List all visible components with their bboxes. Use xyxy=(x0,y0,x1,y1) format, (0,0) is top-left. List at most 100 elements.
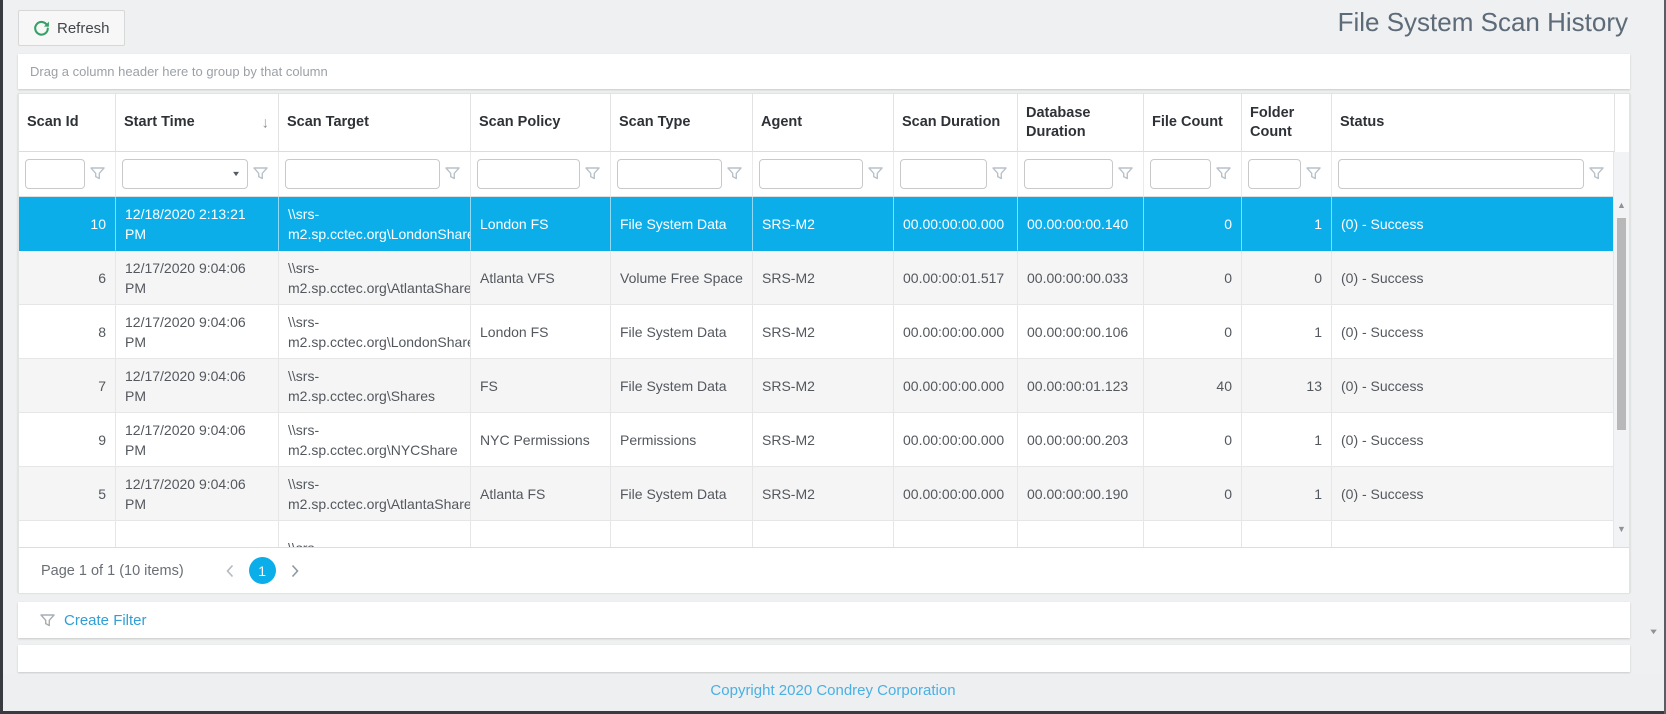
column-header-folder_count[interactable]: Folder Count xyxy=(1242,94,1332,152)
table-row[interactable]: 912/17/2020 9:04:06 PM\\srs- m2.sp.cctec… xyxy=(19,413,1615,467)
cell-scan_id: 6 xyxy=(19,251,116,305)
grid-body-table: 1012/18/2020 2:13:21 PM\\srs- m2.sp.ccte… xyxy=(19,197,1615,547)
cell-scan_type: Permissions xyxy=(611,413,753,467)
filter-cell-folder_count xyxy=(1242,152,1332,197)
refresh-icon xyxy=(33,20,50,37)
filter-input-database_duration[interactable] xyxy=(1024,159,1113,189)
cell-scan_id: 7 xyxy=(19,359,116,413)
filter-funnel-icon[interactable] xyxy=(248,164,272,185)
filter-input-scan_type[interactable] xyxy=(617,159,722,189)
grid-vertical-scrollbar[interactable]: ▲ ▼ xyxy=(1613,152,1629,547)
column-header-status[interactable]: Status xyxy=(1332,94,1615,152)
cell-agent: SRS-M2 xyxy=(753,197,894,251)
table-row-selected[interactable]: 1012/18/2020 2:13:21 PM\\srs- m2.sp.ccte… xyxy=(19,197,1615,251)
window-border-left xyxy=(0,0,3,714)
filter-funnel-icon[interactable] xyxy=(1113,164,1137,185)
cell-scan_type: File System Data xyxy=(611,359,753,413)
cell-database_duration: 00.00:00:00.203 xyxy=(1018,413,1144,467)
pager-prev-button[interactable] xyxy=(216,563,244,579)
cell-scan_id: 8 xyxy=(19,305,116,359)
cell-database_duration: 00.00:00:00.140 xyxy=(1018,197,1144,251)
column-header-scan_id[interactable]: Scan Id xyxy=(19,94,116,152)
sort-descending-icon: ↓ xyxy=(262,113,270,132)
cell-scan_duration xyxy=(894,521,1018,547)
filter-input-scan_policy[interactable] xyxy=(477,159,580,189)
pager-next-button[interactable] xyxy=(281,563,309,579)
filter-input-folder_count[interactable] xyxy=(1248,159,1301,189)
filter-cell-scan_policy xyxy=(471,152,611,197)
table-row[interactable]: 712/17/2020 9:04:06 PM\\srs- m2.sp.cctec… xyxy=(19,359,1615,413)
filter-funnel-icon[interactable] xyxy=(987,164,1011,185)
filter-input-status[interactable] xyxy=(1338,159,1584,189)
cell-agent xyxy=(753,521,894,547)
column-header-label: File Count xyxy=(1152,114,1223,130)
filter-funnel-icon[interactable] xyxy=(1211,164,1235,185)
cell-folder_count: 1 xyxy=(1242,305,1332,359)
column-header-label: Scan Type xyxy=(619,114,690,130)
filter-input-start_time[interactable] xyxy=(122,159,248,189)
table-row[interactable]: 812/17/2020 9:04:06 PM\\srs- m2.sp.cctec… xyxy=(19,305,1615,359)
cell-status: (0) - Success xyxy=(1332,467,1615,521)
create-filter-link[interactable]: Create Filter xyxy=(64,612,147,629)
table-row[interactable]: 512/17/2020 9:04:06 PM\\srs- m2.sp.cctec… xyxy=(19,467,1615,521)
cell-start_time: 12/17/2020 9:04:06 PM xyxy=(116,305,279,359)
cell-scan_duration: 00.00:00:00.000 xyxy=(894,305,1018,359)
column-header-scan_policy[interactable]: Scan Policy xyxy=(471,94,611,152)
create-filter-bar: Create Filter xyxy=(18,602,1630,638)
column-header-label: Database Duration xyxy=(1026,105,1090,140)
filter-input-agent[interactable] xyxy=(759,159,863,189)
grid-header: Scan Id Start Time ↓ Scan Target Scan Policy… xyxy=(19,94,1629,197)
cell-file_count: 0 xyxy=(1144,197,1242,251)
cell-scan_id: 5 xyxy=(19,467,116,521)
table-row[interactable]: \\srs- xyxy=(19,521,1615,547)
scrollbar-up-arrow-icon[interactable]: ▲ xyxy=(1614,200,1629,210)
cell-scan_id: 9 xyxy=(19,413,116,467)
filter-funnel-icon[interactable] xyxy=(580,164,604,185)
column-header-scan_target[interactable]: Scan Target xyxy=(279,94,471,152)
scan-history-grid: Scan Id Start Time ↓ Scan Target Scan Policy… xyxy=(18,93,1630,592)
filter-input-file_count[interactable] xyxy=(1150,159,1211,189)
cell-scan_type: File System Data xyxy=(611,467,753,521)
filter-cell-scan_target xyxy=(279,152,471,197)
cell-agent: SRS-M2 xyxy=(753,467,894,521)
pager-page-1-button[interactable]: 1 xyxy=(249,557,276,584)
column-header-label: Scan Target xyxy=(287,114,369,130)
chevron-down-icon[interactable]: ▼ xyxy=(231,170,241,178)
cell-scan_duration: 00.00:00:00.000 xyxy=(894,467,1018,521)
filter-funnel-icon[interactable] xyxy=(1301,164,1325,185)
column-header-scan_type[interactable]: Scan Type xyxy=(611,94,753,152)
column-header-start_time[interactable]: Start Time ↓ xyxy=(116,94,279,152)
page-scroll-down-arrow-icon[interactable]: ▼ xyxy=(1648,628,1659,636)
chevron-right-icon xyxy=(290,563,300,579)
cell-start_time: 12/17/2020 9:04:06 PM xyxy=(116,467,279,521)
cell-status: (0) - Success xyxy=(1332,251,1615,305)
filter-funnel-icon[interactable] xyxy=(440,164,464,185)
group-panel[interactable]: Drag a column header here to group by th… xyxy=(18,54,1630,89)
column-header-database_duration[interactable]: Database Duration xyxy=(1018,94,1144,152)
column-header-agent[interactable]: Agent xyxy=(753,94,894,152)
column-header-scan_duration[interactable]: Scan Duration xyxy=(894,94,1018,152)
scrollbar-down-arrow-icon[interactable]: ▼ xyxy=(1614,524,1629,534)
filter-funnel-icon[interactable] xyxy=(1584,164,1608,185)
cell-status: (0) - Success xyxy=(1332,359,1615,413)
cell-database_duration: 00.00:00:01.123 xyxy=(1018,359,1144,413)
filter-funnel-icon[interactable] xyxy=(863,164,887,185)
cell-file_count: 0 xyxy=(1144,467,1242,521)
filter-funnel-icon[interactable] xyxy=(85,164,109,185)
cell-database_duration: 00.00:00:00.190 xyxy=(1018,467,1144,521)
filter-input-scan_duration[interactable] xyxy=(900,159,987,189)
cell-scan_duration: 00.00:00:00.000 xyxy=(894,413,1018,467)
column-header-label: Start Time xyxy=(124,114,195,130)
cell-scan_policy: Atlanta VFS xyxy=(471,251,611,305)
scrollbar-thumb[interactable] xyxy=(1617,218,1626,430)
filter-input-scan_target[interactable] xyxy=(285,159,440,189)
table-row[interactable]: 612/17/2020 9:04:06 PM\\srs- m2.sp.cctec… xyxy=(19,251,1615,305)
cell-start_time: 12/18/2020 2:13:21 PM xyxy=(116,197,279,251)
column-header-file_count[interactable]: File Count xyxy=(1144,94,1242,152)
copyright-link[interactable]: Copyright 2020 Condrey Corporation xyxy=(710,682,955,699)
filter-funnel-icon[interactable] xyxy=(722,164,746,185)
refresh-button[interactable]: Refresh xyxy=(18,10,125,46)
cell-status xyxy=(1332,521,1615,547)
filter-input-scan_id[interactable] xyxy=(25,159,85,189)
cell-start_time: 12/17/2020 9:04:06 PM xyxy=(116,359,279,413)
